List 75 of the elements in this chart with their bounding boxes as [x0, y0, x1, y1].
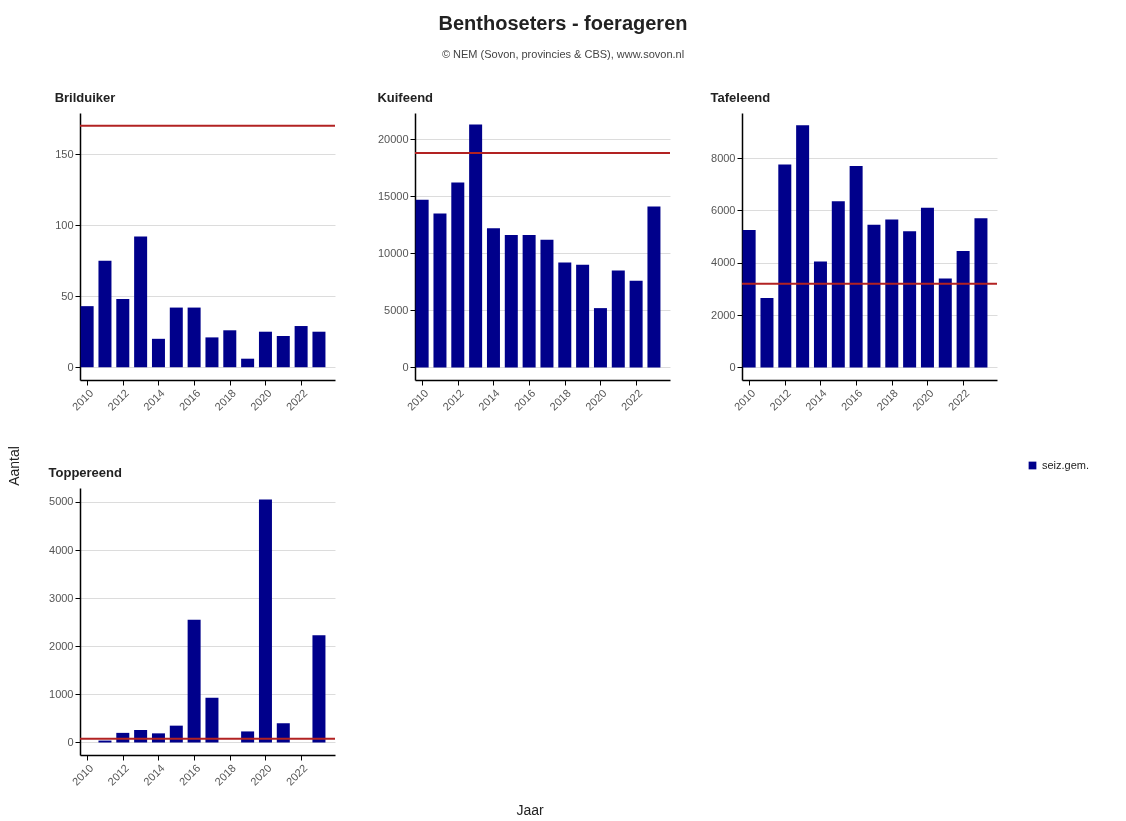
y-tick-label: 2000	[49, 639, 74, 652]
bar	[169, 307, 183, 368]
bar	[903, 231, 917, 368]
y-tick-label: 0	[729, 360, 736, 373]
bar	[813, 261, 827, 368]
bar	[151, 338, 165, 368]
bar	[258, 499, 272, 743]
bar	[433, 213, 447, 368]
y-tick-label: 150	[55, 147, 74, 160]
y-tick-label: 0	[67, 360, 74, 373]
bar	[98, 260, 112, 368]
text: Aantal	[5, 446, 22, 486]
bar	[312, 331, 326, 368]
bar	[116, 299, 130, 368]
bar	[796, 125, 810, 368]
y-tick-label: 2000	[711, 308, 736, 321]
bar	[134, 236, 148, 368]
chart-title: Brilduiker	[54, 90, 116, 105]
chart-title: Kuifeend	[377, 90, 434, 105]
bar	[629, 280, 643, 368]
bar	[223, 330, 237, 368]
chart-title: Tafeleend	[710, 90, 771, 105]
bar	[415, 199, 429, 368]
bar	[469, 124, 483, 368]
y-tick-label: 0	[402, 360, 409, 373]
bar	[956, 250, 970, 368]
bar	[778, 164, 792, 368]
bar	[920, 207, 934, 368]
bar	[849, 165, 863, 368]
bar	[187, 619, 201, 743]
bar	[312, 635, 326, 743]
bar	[205, 337, 219, 368]
bar	[294, 326, 308, 368]
bar	[938, 278, 952, 368]
y-tick-label: 1000	[49, 687, 74, 700]
bar	[742, 230, 756, 368]
y-tick-label: 15000	[377, 189, 409, 202]
bar	[558, 262, 572, 368]
bar	[540, 239, 554, 368]
bar	[451, 182, 465, 368]
y-tick-label: 0	[67, 735, 74, 748]
text: Jaar	[515, 802, 545, 818]
bar	[760, 298, 774, 368]
y-tick-label: 20000	[377, 132, 409, 145]
y-tick-label: 3000	[49, 591, 74, 604]
bar	[486, 228, 500, 368]
text: © NEM (Sovon, provincies & CBS), www.sovon.nl	[440, 48, 686, 60]
bar	[974, 218, 988, 368]
y-tick-label: 5000	[49, 495, 74, 508]
bar	[831, 201, 845, 368]
bar	[241, 358, 255, 368]
bar	[576, 264, 590, 368]
y-tick-label: 50	[61, 289, 74, 302]
bar	[205, 697, 219, 743]
y-tick-label: 100	[55, 218, 74, 231]
bar	[647, 206, 661, 368]
bar	[867, 224, 881, 368]
bar	[885, 219, 899, 368]
y-tick-label: 6000	[711, 203, 736, 216]
y-tick-label: 4000	[49, 543, 74, 556]
bar	[80, 306, 94, 368]
text: Benthoseters - foerageren	[437, 12, 689, 35]
bar	[258, 331, 272, 368]
chart-title: Toppereend	[48, 465, 123, 480]
bar	[522, 235, 536, 368]
y-tick-label: 4000	[711, 256, 736, 269]
bar	[593, 308, 607, 368]
y-tick-label: 5000	[384, 303, 409, 316]
bar	[611, 270, 625, 368]
bar	[504, 235, 518, 368]
y-tick-label: 8000	[711, 151, 736, 164]
y-tick-label: 10000	[377, 246, 409, 259]
legend-label: seiz.gem.	[1042, 458, 1090, 471]
bar	[276, 335, 290, 368]
bar	[187, 307, 201, 368]
